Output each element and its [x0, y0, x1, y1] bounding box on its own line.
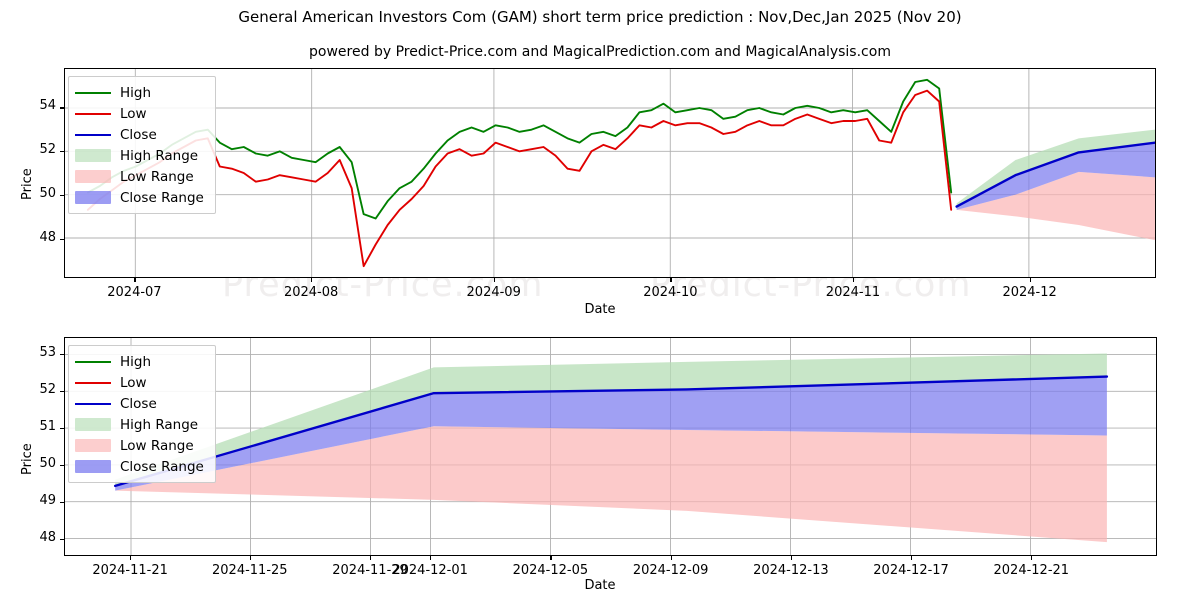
bottom-y-tick-mark [60, 427, 64, 430]
top-y-tick: 48 [39, 229, 56, 245]
bottom-x-tick: 2024-12-17 [873, 563, 949, 578]
bottom-y-tick: 50 [39, 456, 56, 472]
bottom-x-tick: 2024-12-09 [632, 563, 709, 578]
legend-patch-swatch-icon [75, 170, 111, 184]
top-x-tick: 2024-11 [825, 285, 881, 300]
bottom-x-tick-mark [370, 556, 372, 560]
bottom-legend-item-close-range[interactable]: Close Range [75, 456, 208, 477]
bottom-x-tick-mark [430, 556, 432, 560]
bottom-chart-panel: Predict-Price.com Predict-Price.com Pric… [0, 320, 1200, 600]
bottom-x-tick: 2024-12-01 [392, 563, 468, 578]
top-y-tick: 52 [39, 142, 56, 158]
top-legend-item-low-range[interactable]: Low Range [75, 166, 208, 187]
bottom-y-tick-mark [60, 502, 64, 504]
top-chart-legend: High Low Close High Range Low Range Close Ran… [68, 76, 216, 214]
top-legend-item-high[interactable]: High [75, 82, 208, 103]
bottom-x-tick-mark [670, 556, 672, 560]
legend-line-swatch-icon [75, 128, 111, 142]
legend-item-label: High Range [120, 147, 199, 164]
top-x-tick: 2024-09 [466, 285, 521, 300]
bottom-y-tick: 48 [39, 530, 56, 546]
legend-line-swatch-icon [75, 397, 111, 411]
page-title: General American Investors Com (GAM) sho… [238, 8, 962, 26]
bottom-legend-item-high-range[interactable]: High Range [75, 414, 208, 435]
bottom-chart-legend: High Low Close High Range Low Range Close Ran… [68, 345, 216, 483]
legend-patch-swatch-icon [75, 439, 111, 453]
top-y-tick-mark [60, 151, 64, 153]
top-y-tick-mark [60, 107, 64, 109]
top-x-tick-mark [134, 278, 136, 282]
legend-item-label: High Range [120, 416, 199, 433]
top-x-tick-mark [670, 278, 672, 282]
top-y-tick-mark [60, 194, 64, 197]
bottom-y-tick: 49 [39, 493, 56, 509]
legend-line-swatch-icon [75, 86, 111, 100]
bottom-x-tick-mark [1031, 556, 1033, 560]
legend-patch-swatch-icon [75, 149, 111, 163]
bottom-y-tick: 52 [39, 381, 56, 397]
bottom-legend-item-close[interactable]: Close [75, 393, 208, 414]
top-x-tick: 2024-08 [283, 285, 339, 300]
legend-item-label: Close [120, 126, 157, 143]
bottom-plot-area [64, 337, 1157, 556]
bottom-x-tick: 2024-12-21 [993, 563, 1070, 578]
bottom-x-tick-mark [550, 556, 552, 560]
bottom-x-tick-mark [911, 556, 913, 560]
bottom-y-tick: 53 [39, 344, 56, 360]
bottom-legend-item-high[interactable]: High [75, 351, 208, 372]
bottom-y-tick-mark [60, 465, 64, 467]
bottom-chart-svg [65, 338, 1156, 555]
bottom-legend-item-low[interactable]: Low [75, 372, 208, 393]
legend-line-swatch-icon [75, 107, 111, 121]
bottom-x-tick: 2024-12-13 [753, 563, 829, 578]
top-legend-item-low[interactable]: Low [75, 103, 208, 124]
legend-item-label: Close [120, 395, 157, 412]
top-x-tick: 2024-12 [1002, 285, 1057, 300]
top-x-tick-mark [852, 278, 855, 282]
legend-item-label: Low [120, 105, 147, 122]
top-chart-svg [65, 69, 1155, 277]
legend-item-label: Low Range [120, 437, 194, 454]
bottom-x-tick: 2024-11-29 [332, 563, 408, 578]
legend-item-label: Low Range [120, 168, 194, 185]
legend-patch-swatch-icon [75, 191, 111, 205]
bottom-x-tick-mark [790, 556, 793, 560]
bottom-legend-item-low-range[interactable]: Low Range [75, 435, 208, 456]
bottom-y-tick-mark [60, 539, 64, 541]
legend-line-swatch-icon [75, 355, 111, 369]
top-legend-item-high-range[interactable]: High Range [75, 145, 208, 166]
top-y-tick: 54 [39, 98, 56, 114]
bottom-x-tick-mark [249, 556, 251, 560]
top-x-tick: 2024-10 [643, 285, 698, 300]
top-x-tick-mark [1029, 278, 1031, 282]
page-subtitle: powered by Predict-Price.com and Magical… [309, 44, 891, 60]
top-chart-panel: Predict-Price.com Predict-Price.com Pred… [20, 68, 1156, 317]
top-x-axis-label: Date [584, 302, 616, 317]
top-legend-item-close[interactable]: Close [75, 124, 208, 145]
legend-patch-swatch-icon [75, 418, 111, 432]
bottom-x-tick: 2024-11-21 [92, 563, 168, 578]
top-x-tick-mark [493, 278, 495, 282]
top-plot-area [64, 68, 1156, 278]
top-y-tick-mark [60, 238, 64, 240]
bottom-y-tick-mark [60, 390, 64, 392]
top-y-tick: 50 [39, 185, 56, 201]
bottom-y-tick: 51 [39, 418, 56, 434]
bottom-x-tick: 2024-12-05 [512, 563, 589, 578]
legend-item-label: Close Range [120, 189, 204, 206]
top-x-tick: 2024-07 [107, 285, 162, 300]
legend-patch-swatch-icon [75, 460, 111, 474]
top-legend-item-close-range[interactable]: Close Range [75, 187, 208, 208]
legend-item-label: Low [120, 374, 147, 391]
legend-item-label: High [120, 84, 152, 101]
legend-item-label: High [120, 353, 152, 370]
bottom-x-tick: 2024-11-25 [212, 563, 288, 578]
top-x-tick-mark [311, 278, 313, 282]
bottom-x-tick-mark [130, 556, 132, 560]
legend-line-swatch-icon [75, 376, 111, 390]
legend-item-label: Close Range [120, 458, 204, 475]
bottom-x-axis-label: Date [584, 578, 616, 593]
bottom-y-tick-mark [60, 353, 64, 355]
